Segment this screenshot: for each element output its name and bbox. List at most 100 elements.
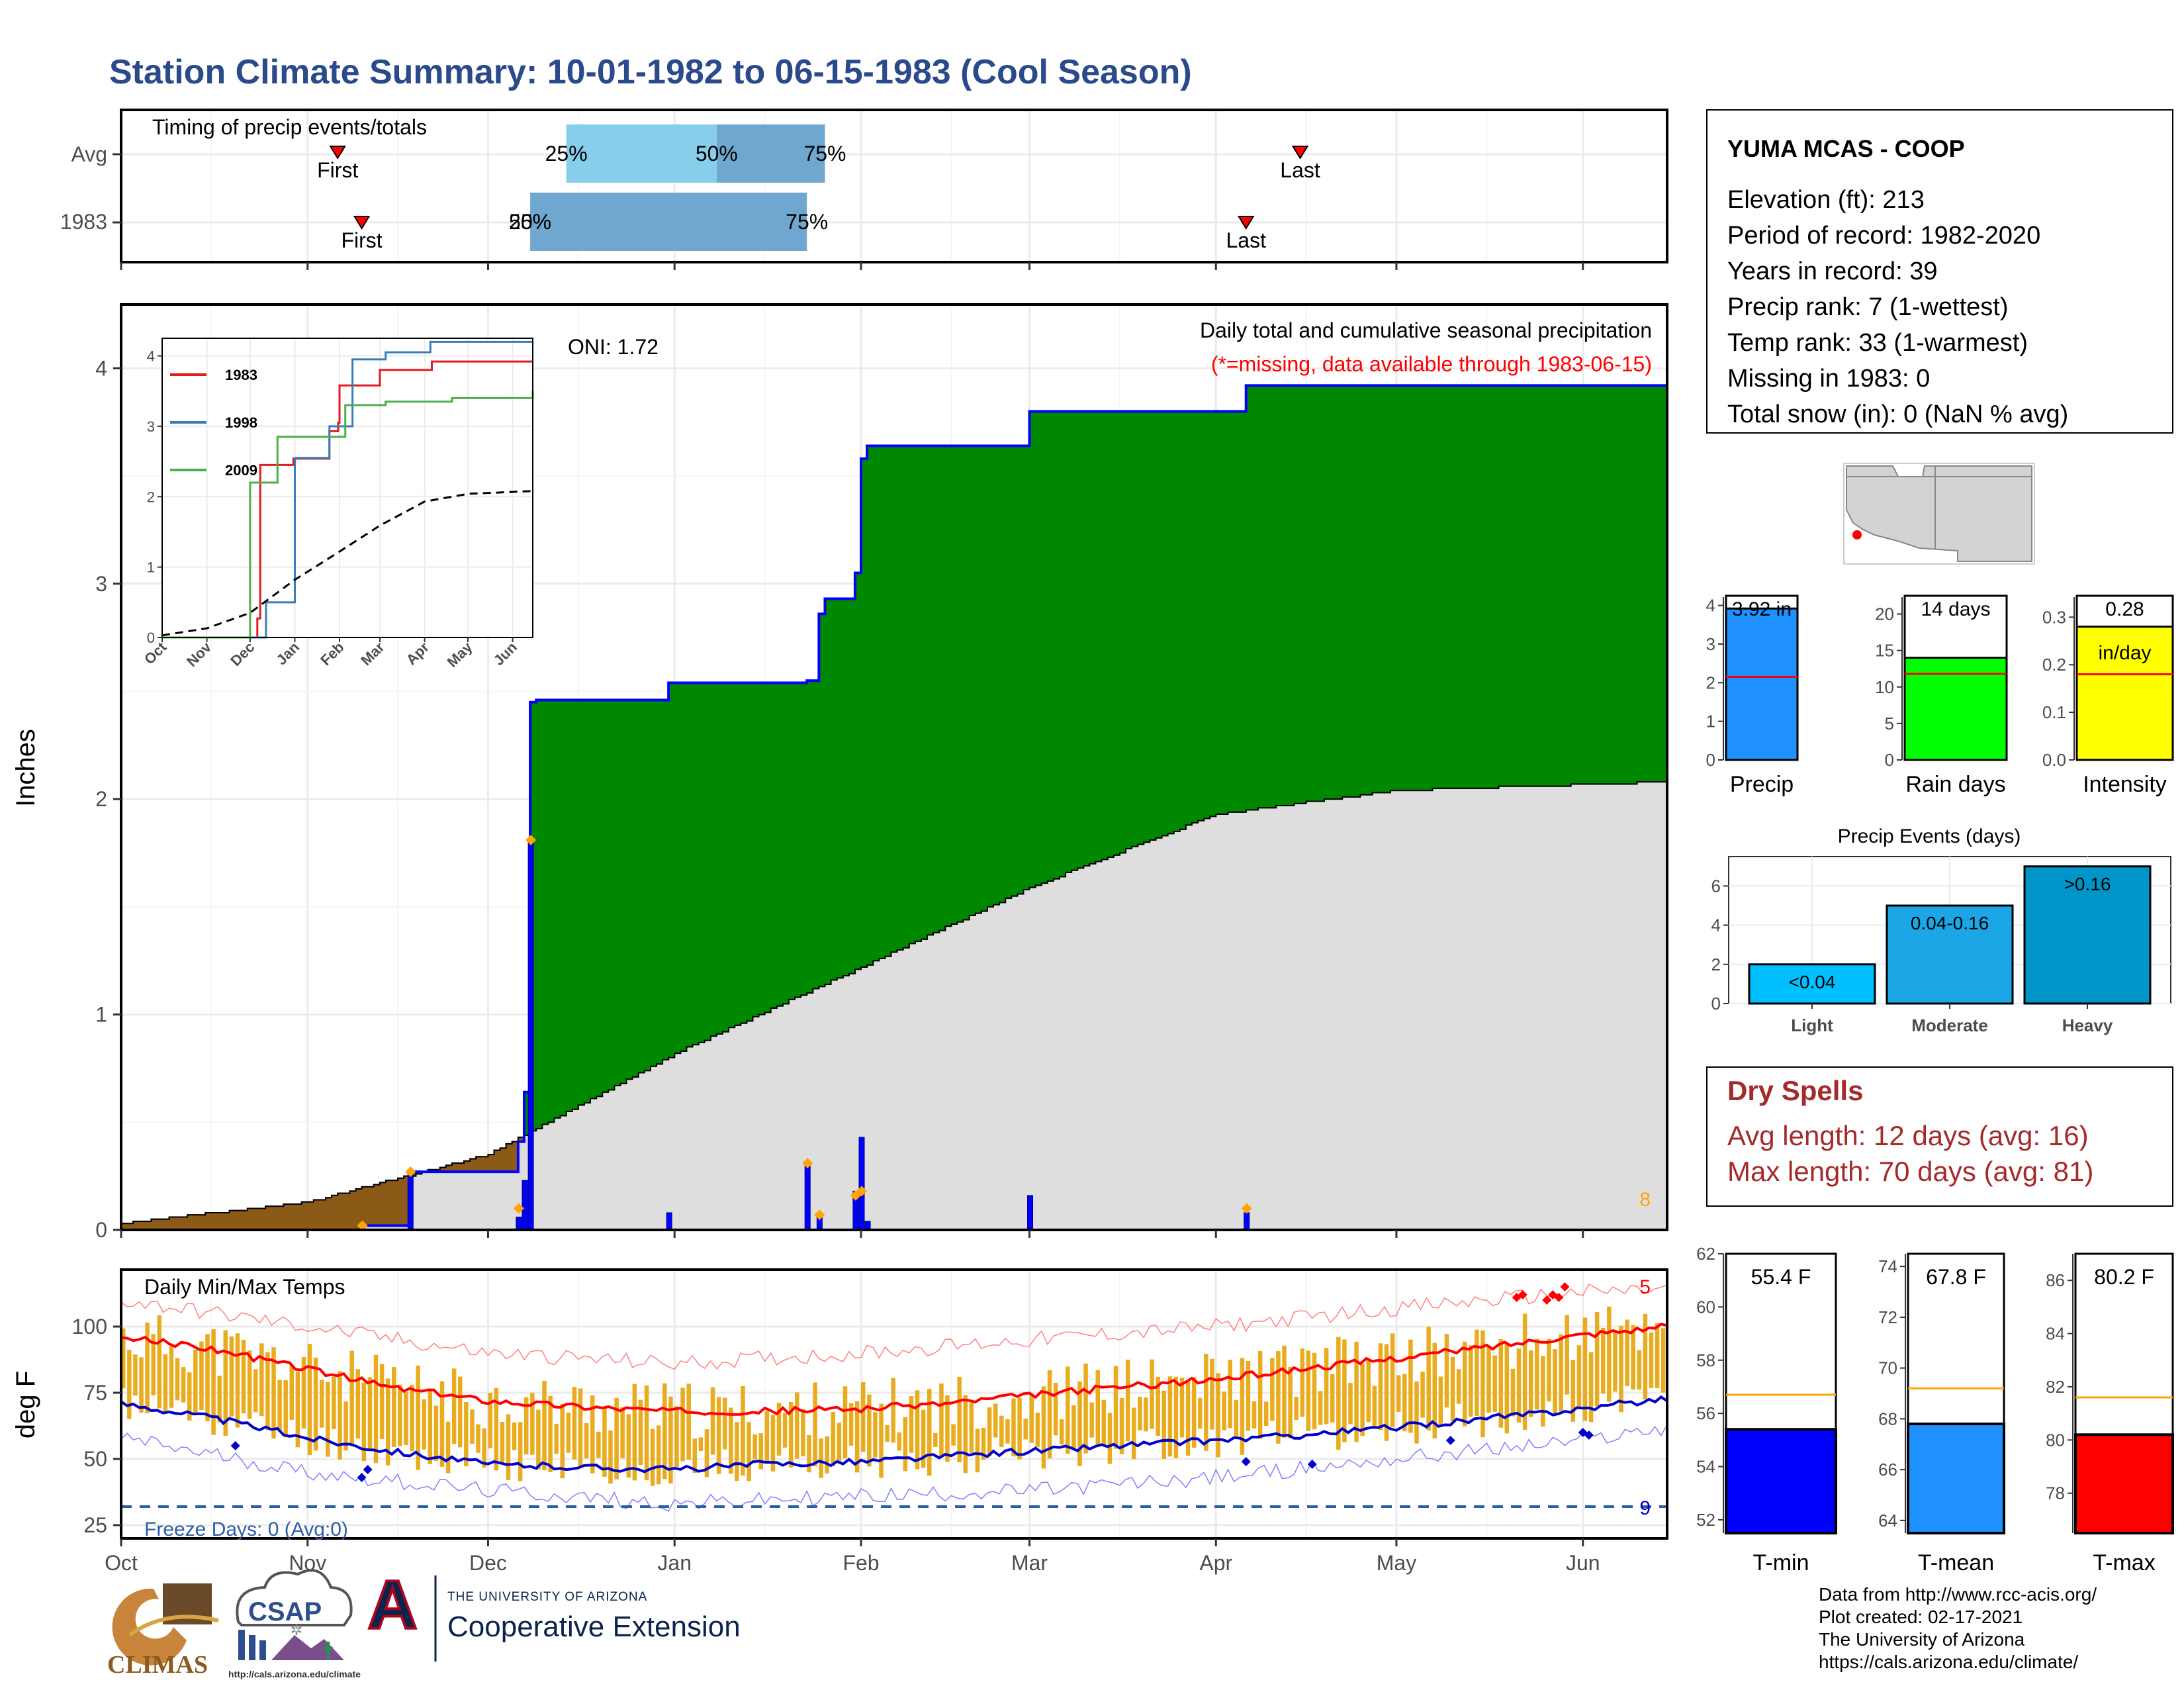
- above-normal-slice: [1191, 411, 1199, 823]
- daily-precip-bar: [804, 1162, 811, 1231]
- daily-temp-bar: [1246, 1361, 1251, 1431]
- above-normal-slice: [572, 700, 579, 1109]
- daily-temp-bar: [1041, 1386, 1046, 1469]
- daily-temp-bar: [398, 1384, 402, 1446]
- above-normal-slice: [1582, 385, 1590, 784]
- daily-temp-bar: [1011, 1398, 1016, 1457]
- temp-panel-label: Daily Min/Max Temps: [144, 1275, 345, 1299]
- daily-temp-bar: [326, 1382, 330, 1457]
- inset-background: [162, 338, 533, 637]
- above-normal-slice: [1462, 385, 1469, 788]
- summary-tick-label: 15: [1875, 641, 1894, 661]
- daily-temp-bar: [915, 1390, 920, 1470]
- above-normal-slice: [867, 445, 874, 965]
- below-normal-slice: [205, 1212, 212, 1230]
- daily-temp-bar: [939, 1383, 944, 1457]
- flagged-precip-marker: [513, 1203, 524, 1214]
- above-normal-slice: [854, 573, 862, 970]
- daily-temp-bar: [644, 1385, 649, 1481]
- daily-temp-bar: [1498, 1339, 1503, 1428]
- inset-lines: [161, 340, 534, 639]
- daily-temp-bar: [921, 1409, 926, 1468]
- timing-frame: [120, 109, 1668, 263]
- above-normal-slice: [1492, 385, 1500, 788]
- temp-ytick-label: 100: [72, 1315, 107, 1338]
- above-normal-slice: [1185, 411, 1193, 825]
- below-normal-slice: [319, 1199, 326, 1230]
- daily-temp-bar: [379, 1364, 385, 1440]
- above-normal-slice: [1547, 385, 1553, 786]
- above-normal-slice: [1625, 385, 1632, 784]
- page-title: Station Climate Summary: 10-01-1982 to 0…: [109, 53, 1192, 91]
- avg-last-marker: [1291, 146, 1309, 160]
- above-normal-slice: [1023, 445, 1030, 890]
- daily-temp-bar: [1222, 1391, 1226, 1430]
- above-normal-slice: [554, 700, 561, 1118]
- below-normal-slice: [355, 1189, 363, 1230]
- above-normal-slice: [1228, 411, 1235, 812]
- above-normal-slice: [1330, 385, 1337, 800]
- climas-logo: CLIMAS: [107, 1583, 219, 1679]
- below-normal-slice: [199, 1215, 206, 1230]
- daily-temp-bar: [614, 1397, 619, 1479]
- daily-temp-bar: [1095, 1370, 1100, 1447]
- precip-ytick-label: 1: [95, 1003, 107, 1027]
- below-normal-slice: [283, 1203, 291, 1230]
- daily-temp-bar: [470, 1409, 475, 1444]
- below-normal-slice: [217, 1212, 224, 1230]
- station-period: Period of record: 1982-2020: [1727, 222, 2040, 250]
- record-low-marker: [1307, 1460, 1317, 1469]
- summary-tick-label: 0.0: [2042, 750, 2066, 770]
- below-normal-slice: [488, 1154, 495, 1172]
- flagged-precip-marker: [802, 1158, 813, 1169]
- above-normal-slice: [1354, 385, 1361, 797]
- inset-ytick-label: 1: [147, 559, 155, 576]
- daily-temp-bar: [1132, 1407, 1136, 1460]
- daily-temp-bar: [867, 1394, 872, 1467]
- events-bar-moderate: [1886, 904, 2014, 1005]
- daily-temp-bar: [1083, 1363, 1088, 1454]
- daily-temp-bar: [295, 1372, 300, 1448]
- dry-spells-box: Dry Spells Avg length: 12 days (avg: 16)…: [1706, 1066, 2173, 1207]
- above-normal-slice: [885, 445, 892, 957]
- above-normal-slice: [1541, 385, 1547, 786]
- below-normal-slice: [373, 1184, 381, 1226]
- daily-temp-bar: [1216, 1373, 1220, 1458]
- below-normal-slice: [295, 1203, 302, 1230]
- daily-temp-bar: [1486, 1347, 1491, 1413]
- daily-temp-bar: [1607, 1306, 1612, 1402]
- month-label: Jan: [657, 1551, 692, 1575]
- daily-temp-bar: [482, 1428, 486, 1468]
- above-normal-slice: [1588, 385, 1596, 784]
- below-normal-slice: [482, 1156, 489, 1172]
- daily-temp-bar: [1107, 1413, 1113, 1464]
- daily-temp-bar: [1017, 1397, 1022, 1460]
- below-normal-slice: [404, 1176, 410, 1226]
- dry-spells-avg: Avg length: 12 days (avg: 16): [1727, 1120, 2089, 1151]
- above-normal-slice: [650, 700, 657, 1066]
- daily-temp-bar: [1318, 1391, 1323, 1425]
- inset-month-label: Mar: [357, 639, 388, 669]
- above-normal-slice: [548, 700, 555, 1123]
- summary-tick-label: 1: [1706, 712, 1715, 731]
- precip-areas: [120, 384, 1668, 1231]
- daily-temp-bar: [127, 1349, 132, 1419]
- events-category-label: Moderate: [1911, 1015, 1988, 1035]
- daily-temp-bar: [602, 1408, 607, 1477]
- inset-frame: [161, 338, 533, 638]
- above-normal-slice: [897, 445, 904, 950]
- daily-temp-bar: [271, 1347, 276, 1439]
- daily-temp-bar: [1510, 1368, 1516, 1417]
- summary-tick-label: 3: [1706, 634, 1715, 654]
- daily-temp-bar: [752, 1434, 757, 1460]
- above-normal-slice: [686, 682, 694, 1047]
- events-bar-light: [1748, 963, 1876, 1005]
- daily-temp-bar: [590, 1395, 595, 1474]
- year-last-label: Last: [1226, 228, 1266, 252]
- above-normal-slice: [741, 682, 747, 1023]
- daily-temp-bar: [1631, 1325, 1635, 1390]
- timing-panel-label: Timing of precip events/totals: [152, 115, 427, 139]
- above-normal-slice: [632, 700, 639, 1077]
- below-normal-slice: [247, 1208, 254, 1230]
- above-normal-slice: [1348, 385, 1355, 797]
